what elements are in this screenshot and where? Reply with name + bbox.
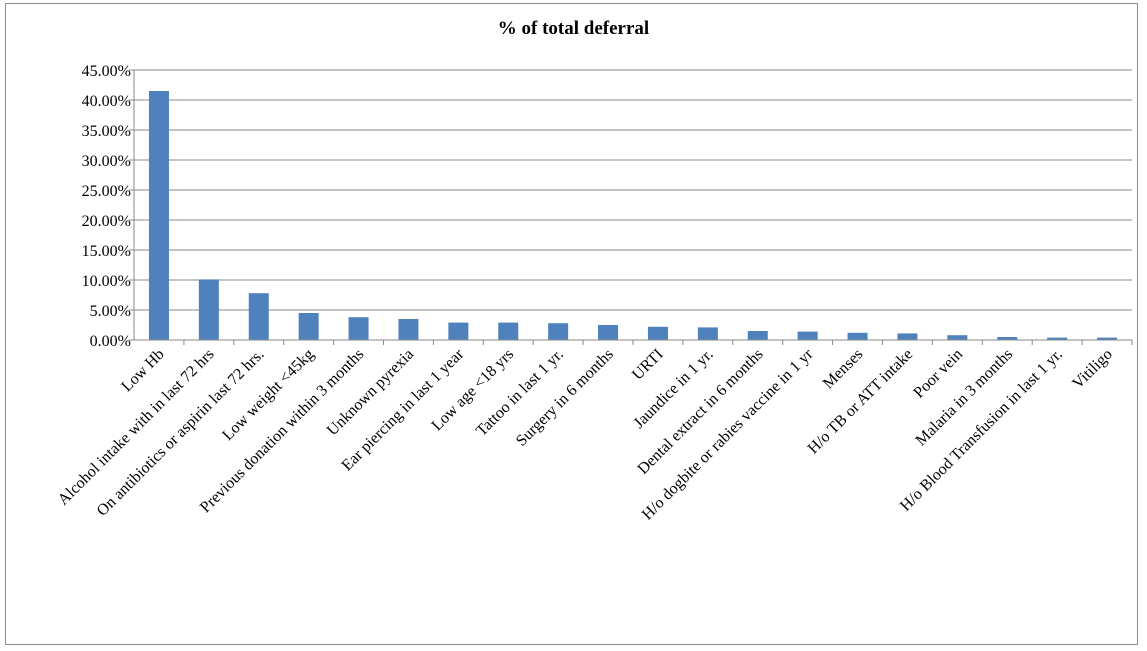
bar [248,293,269,340]
x-tick-label: Surgery in 6 months [513,346,617,450]
x-tick-label: Malaria in 3 months [913,346,1016,449]
bar [797,331,818,340]
y-tick-label: 30.00% [82,153,131,170]
y-tick-label: 45.00% [82,63,131,80]
x-tick-label: Menses [820,346,867,393]
bar [398,319,419,340]
x-tick-label: Low weight <45kg [219,346,317,444]
y-tick-label: 5.00% [90,303,131,320]
chart-title: % of total deferral [497,18,650,39]
bar [1097,337,1118,340]
y-tick-label: 10.00% [82,273,131,290]
x-tick-label: Tattoo in last 1 yr. [473,346,567,440]
bar [298,313,319,340]
bar [847,332,868,340]
x-tick-label: Vitiligo [1069,346,1116,393]
y-tick-label: 20.00% [82,213,131,230]
bar [947,335,968,340]
y-tick-label: 0.00% [90,333,131,350]
bar [448,322,469,340]
bar [897,333,918,340]
bars [148,91,1118,340]
gridlines [134,69,1132,311]
bar [997,337,1018,340]
bar [148,91,169,340]
bar [348,317,369,340]
bar [548,323,569,340]
chart-frame [5,3,1138,645]
x-tick-label: URTI [629,346,667,384]
y-tick-label: 15.00% [82,243,131,260]
y-tick-label: 25.00% [82,183,131,200]
bar [598,325,619,340]
y-tick-label: 40.00% [82,93,131,110]
bar [1047,337,1068,340]
x-tick-label: Unknown pyrexia [324,346,417,439]
axes [129,69,1133,345]
y-tick-label: 35.00% [82,123,131,140]
bar [697,327,718,340]
x-tick-label: Low Hb [118,346,167,395]
bar [198,279,219,340]
bar [747,331,768,340]
bar [647,326,668,340]
bar [498,322,519,340]
